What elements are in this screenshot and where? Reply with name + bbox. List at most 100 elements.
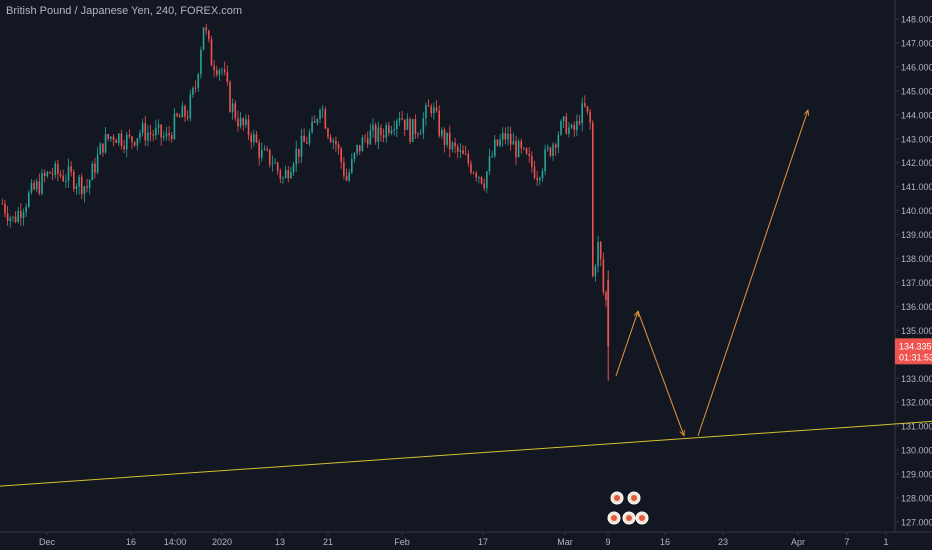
candle-body [33, 182, 35, 190]
economic-event-icon-dot [614, 495, 620, 501]
price-tick-label: 136.000 [901, 302, 932, 312]
price-tick-label: 144.000 [901, 110, 932, 120]
candle-body [30, 182, 33, 193]
candle-body [22, 212, 25, 218]
candle-body [229, 82, 231, 112]
candle-body [14, 216, 17, 222]
candle-body [96, 154, 99, 173]
candle-body [279, 170, 282, 179]
candle-body [268, 149, 271, 165]
candle-body [393, 129, 395, 131]
candle-body [321, 109, 324, 111]
candle-body [43, 172, 46, 177]
candle-body [104, 134, 107, 153]
candle-body [170, 135, 173, 139]
candle-body [427, 105, 430, 107]
price-tick-label: 128.000 [901, 494, 932, 504]
candle-body [372, 125, 374, 131]
candle-body [72, 171, 75, 189]
candle-body [499, 139, 501, 146]
candle-body [197, 74, 200, 88]
price-tick-label: 147.000 [901, 38, 932, 48]
economic-event-icon-dot [611, 515, 617, 521]
candle-body [441, 129, 443, 136]
candle-body [107, 134, 110, 139]
price-tick-label: 133.000 [901, 374, 932, 384]
candle-body [488, 156, 491, 172]
candle-body [403, 119, 406, 130]
candle-body [306, 142, 308, 144]
candle-body [605, 291, 607, 301]
candle-body [125, 134, 128, 150]
candle-body [88, 180, 91, 188]
candle-body [316, 119, 319, 123]
time-tick-label: 9 [605, 537, 610, 547]
candle-body [313, 121, 316, 123]
time-tick-label: 17 [478, 537, 488, 547]
candle-body [300, 135, 303, 157]
time-tick-label: Dec [39, 537, 56, 547]
candle-body [425, 105, 427, 119]
candle-body [584, 103, 586, 107]
candle-body [298, 148, 300, 157]
candle-body [366, 138, 369, 145]
candle-body [213, 65, 215, 71]
candle-body [226, 72, 229, 83]
time-tick-label: 13 [275, 537, 285, 547]
price-tick-label: 146.000 [901, 62, 932, 72]
candle-body [255, 134, 258, 143]
candle-body [531, 155, 533, 167]
candle-body [472, 172, 475, 174]
candle-body [149, 132, 152, 135]
candle-body [417, 133, 419, 135]
candle-body [586, 106, 589, 112]
candle-body [385, 125, 388, 138]
candle-body [464, 153, 467, 155]
candle-body [589, 111, 591, 123]
candle-body [27, 192, 30, 207]
price-tick-label: 129.000 [901, 470, 932, 480]
price-tick-label: 140.000 [901, 206, 932, 216]
last-price-label: 134.335 [899, 341, 932, 351]
candle-body [480, 176, 483, 184]
candle-body [120, 133, 123, 146]
time-tick-label: 21 [323, 537, 333, 547]
candle-body [345, 175, 348, 181]
candle-body [433, 107, 435, 114]
candle-body [353, 153, 356, 160]
candle-body [576, 121, 578, 131]
price-tick-label: 143.000 [901, 134, 932, 144]
candle-body [271, 163, 274, 165]
candle-body [308, 132, 311, 144]
candle-body [181, 106, 184, 118]
candle-body [165, 133, 168, 137]
candle-body [51, 173, 54, 175]
candle-body [539, 178, 541, 181]
price-tick-label: 148.000 [901, 15, 932, 25]
candle-body [144, 123, 147, 141]
candle-body [459, 150, 462, 152]
candle-body [380, 127, 382, 136]
time-tick-label: 16 [660, 537, 670, 547]
candle-body [186, 116, 189, 119]
candle-body [189, 94, 192, 119]
candle-body [67, 166, 70, 181]
candle-body [70, 166, 72, 172]
candle-body [266, 148, 268, 150]
candle-body [139, 132, 141, 139]
candle-body [554, 144, 557, 148]
candle-body [401, 118, 403, 120]
candle-body [194, 87, 197, 89]
candle-body [544, 149, 546, 171]
candle-body [123, 145, 125, 150]
candle-body [282, 177, 284, 179]
time-tick-label: 14:00 [164, 537, 187, 547]
economic-event-icon-dot [631, 495, 637, 501]
price-tick-label: 141.000 [901, 182, 932, 192]
candle-body [178, 115, 181, 118]
candle-body [361, 137, 364, 152]
price-tick-label: 139.000 [901, 230, 932, 240]
candle-body [292, 164, 295, 173]
candle-body [221, 69, 223, 71]
